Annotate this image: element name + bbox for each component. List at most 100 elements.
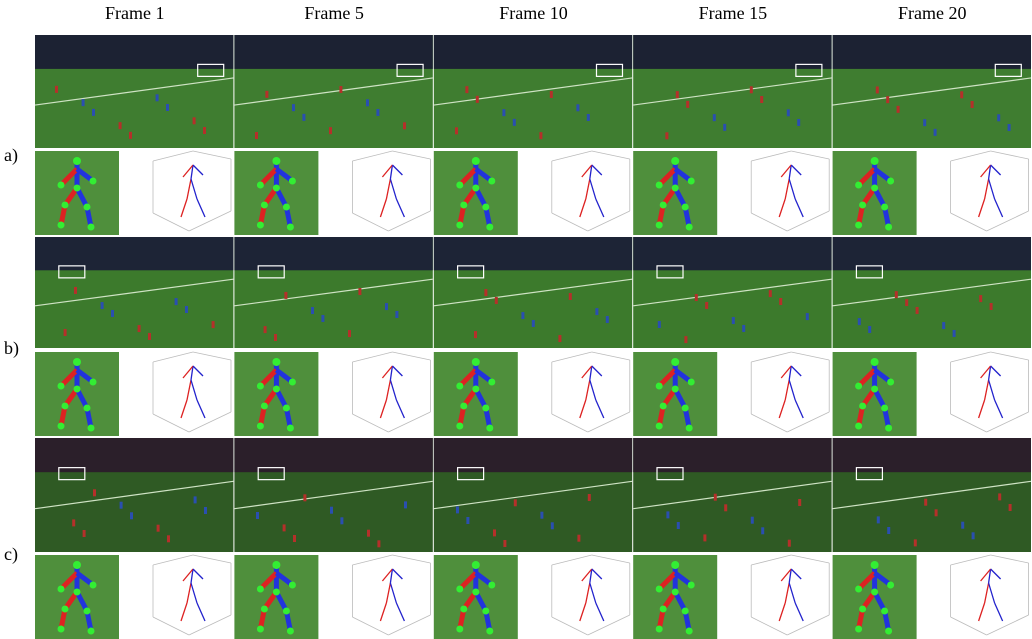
skeleton-bone [274,590,289,613]
plot-bone [788,178,796,200]
player [915,306,919,314]
joint [482,607,490,615]
plot-bone [987,164,992,180]
player [686,100,690,108]
skeleton-bone [458,571,478,591]
plot-axis [152,554,194,566]
plot-axis [950,554,991,566]
plot-bone [381,365,393,379]
plot-bone [788,582,796,604]
plot-axis [950,351,991,363]
player [694,294,698,302]
player [779,298,783,305]
broadcast-crowd [35,35,234,69]
joint [855,382,863,390]
plot-bone [790,164,802,176]
player [156,524,160,532]
goal [656,265,684,279]
joint [881,607,889,615]
joint [859,201,867,209]
player [913,539,917,547]
goal [58,467,86,481]
player [282,524,286,532]
plot-bone [182,164,194,178]
player [786,109,790,117]
plot-axis [787,614,830,636]
player [256,512,259,519]
player [749,86,753,94]
player [997,114,1001,122]
broadcast-crowd [433,438,633,473]
player [475,95,479,103]
player [713,493,717,501]
player [768,290,772,298]
plot-axis [388,210,431,232]
joint [655,625,663,633]
player [805,313,809,321]
skeleton-bone [856,368,877,388]
joint [272,385,280,393]
column-header: Frame 1 [105,3,164,23]
joint [256,382,264,390]
player [100,302,104,310]
player [886,96,890,104]
plot-bone [395,602,405,622]
plot-bone [379,399,388,419]
joint [655,382,663,390]
plot-axis [352,351,393,363]
player [330,506,333,514]
joint [73,385,81,393]
player [494,296,498,304]
player [166,104,169,111]
plot-axis [986,210,1029,232]
player [367,529,370,537]
skeleton-bone [258,368,279,388]
broadcast-crowd [633,438,832,473]
joint [456,181,464,189]
player [797,119,801,126]
plot-axis [591,150,630,160]
broadcast-crowd [234,35,433,69]
plot-bone [192,365,204,377]
player [385,303,388,311]
player [263,326,267,334]
player [595,308,599,316]
player [303,494,307,502]
broadcast-crowd [35,438,234,473]
plot-bone [788,365,792,381]
skeleton-bone [473,590,489,613]
player [192,117,196,125]
plot-axis [950,413,987,433]
plot-bone [784,379,790,401]
joint [288,378,296,386]
plot-bone [987,365,992,381]
joint [272,358,281,366]
frame-cell [34,35,234,235]
frame-cell [633,237,832,436]
plot-axis [352,150,393,162]
plot-bone [190,164,194,180]
player [74,286,77,294]
joint [61,402,69,410]
player [493,529,496,537]
plot-bone [581,365,593,379]
plot-bone [790,568,802,580]
joint [456,625,464,633]
broadcast-crowd [633,35,832,69]
player [211,321,215,329]
player [93,489,96,497]
player [513,499,517,507]
plot-bone [990,568,1002,580]
joint [288,177,296,185]
plot-bone [192,164,204,176]
plot-axis [192,351,232,361]
goal [197,63,225,77]
plot-axis [950,150,991,162]
player [255,132,258,139]
player [875,86,879,94]
joint [859,402,867,410]
plot-bone [589,365,593,381]
goal [257,467,285,481]
joint [488,378,496,386]
frame-cell [832,35,1032,235]
